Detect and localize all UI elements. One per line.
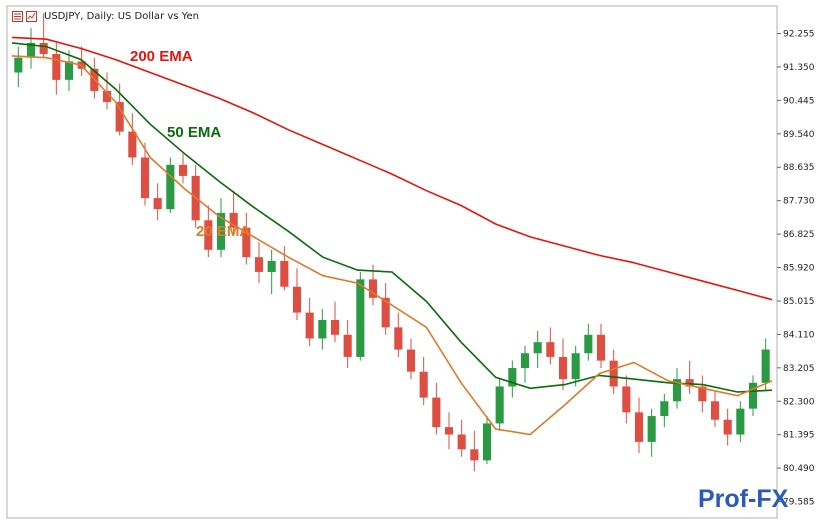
y-tick-label: 89.540 [783,130,815,140]
candle-body [115,102,124,132]
y-tick-label: 87.730 [783,197,815,207]
candle-body [26,42,36,58]
candle-body [736,408,745,435]
y-tick-label: 79.585 [783,498,815,508]
ema-label-50-ema: 50 EMA [167,124,221,141]
candle-body [419,371,428,398]
y-tick-label: 85.015 [783,297,815,307]
prof-fx-logo: Prof-FX [698,485,789,513]
candle-body [52,54,61,80]
candle-body [242,227,251,258]
candle-body [64,61,74,80]
candle-body [318,319,327,339]
y-tick-label: 81.395 [783,431,815,441]
ema-line-20-ema [11,55,773,436]
candle-body [406,349,416,372]
y-tick-label: 92.255 [783,30,815,40]
candle-body [558,356,568,380]
candle-body [546,342,555,357]
ema-labels: 200 EMA 50 EMA 20 EMA [130,48,250,240]
chart-list-icon[interactable] [12,10,23,22]
candle-body [330,319,340,335]
candle-body [660,401,669,417]
candle-body [444,427,454,435]
candle-body [457,434,466,450]
ema-label-20-ema: 20 EMA [196,223,250,240]
logo-text: Prof-FX [698,485,789,513]
candle-body [394,327,403,350]
chart-header: USDJPY, Daily: US Dollar vs Yen [12,8,199,24]
y-tick-label: 90.445 [783,96,815,106]
candle-body [39,42,48,55]
candle-body [229,212,238,228]
candle-body [204,220,213,250]
candle-body [748,382,758,409]
candle-body [495,386,504,424]
candle-body [685,379,694,387]
candle-body [153,198,162,210]
y-axis: 92.255 91.350 90.445 89.540 88.635 87.730 86.8… [777,30,815,508]
candle-body [470,449,479,461]
candle-body [140,157,150,199]
candle-body [14,57,23,73]
candle-body [571,353,580,380]
candle-body [622,386,631,413]
candle-body [102,90,112,103]
candle-body [381,297,390,328]
y-tick-label: 88.635 [783,163,815,173]
chart-window-icon[interactable] [26,10,37,22]
candle-body [343,334,352,357]
y-tick-label: 86.825 [783,230,815,240]
candle-body [254,257,264,272]
ema-label-200-ema: 200 EMA [130,48,193,65]
candle-body [584,334,593,354]
candle-body [698,386,707,402]
candle-body [634,412,644,442]
ema-line-50-ema [11,42,773,393]
chart-title: USDJPY, Daily: US Dollar vs Yen [44,10,199,22]
candle-body [533,342,542,354]
y-tick-label: 84.110 [783,330,815,340]
candle-body [368,279,378,298]
candle-body [672,379,682,402]
y-tick-label: 80.490 [783,464,815,474]
candle-body [280,260,289,287]
candle-body [267,260,276,272]
candle-body [482,423,492,461]
candle-body [216,212,226,250]
candle-body [761,349,770,383]
ema-line-200-ema [11,36,773,301]
y-tick-label: 91.350 [783,63,815,73]
candle-body [305,312,314,339]
candle-body [432,397,441,428]
candle-body [723,419,732,435]
candle-body [596,334,606,361]
candle-body [647,416,656,442]
candle-body [128,131,137,158]
y-tick-label: 85.920 [783,264,815,274]
ema-lines [11,36,773,436]
candle-body [178,164,188,176]
candle-body [292,286,302,313]
candle-body [520,353,530,369]
y-tick-label: 83.205 [783,364,815,374]
plot-border [6,5,778,519]
candle-body [356,279,365,357]
candle-body [508,368,517,387]
candle-body [609,360,618,387]
candles [14,13,770,472]
y-tick-label: 82.300 [783,397,815,407]
candle-body [166,164,175,210]
candle-body [710,401,720,420]
